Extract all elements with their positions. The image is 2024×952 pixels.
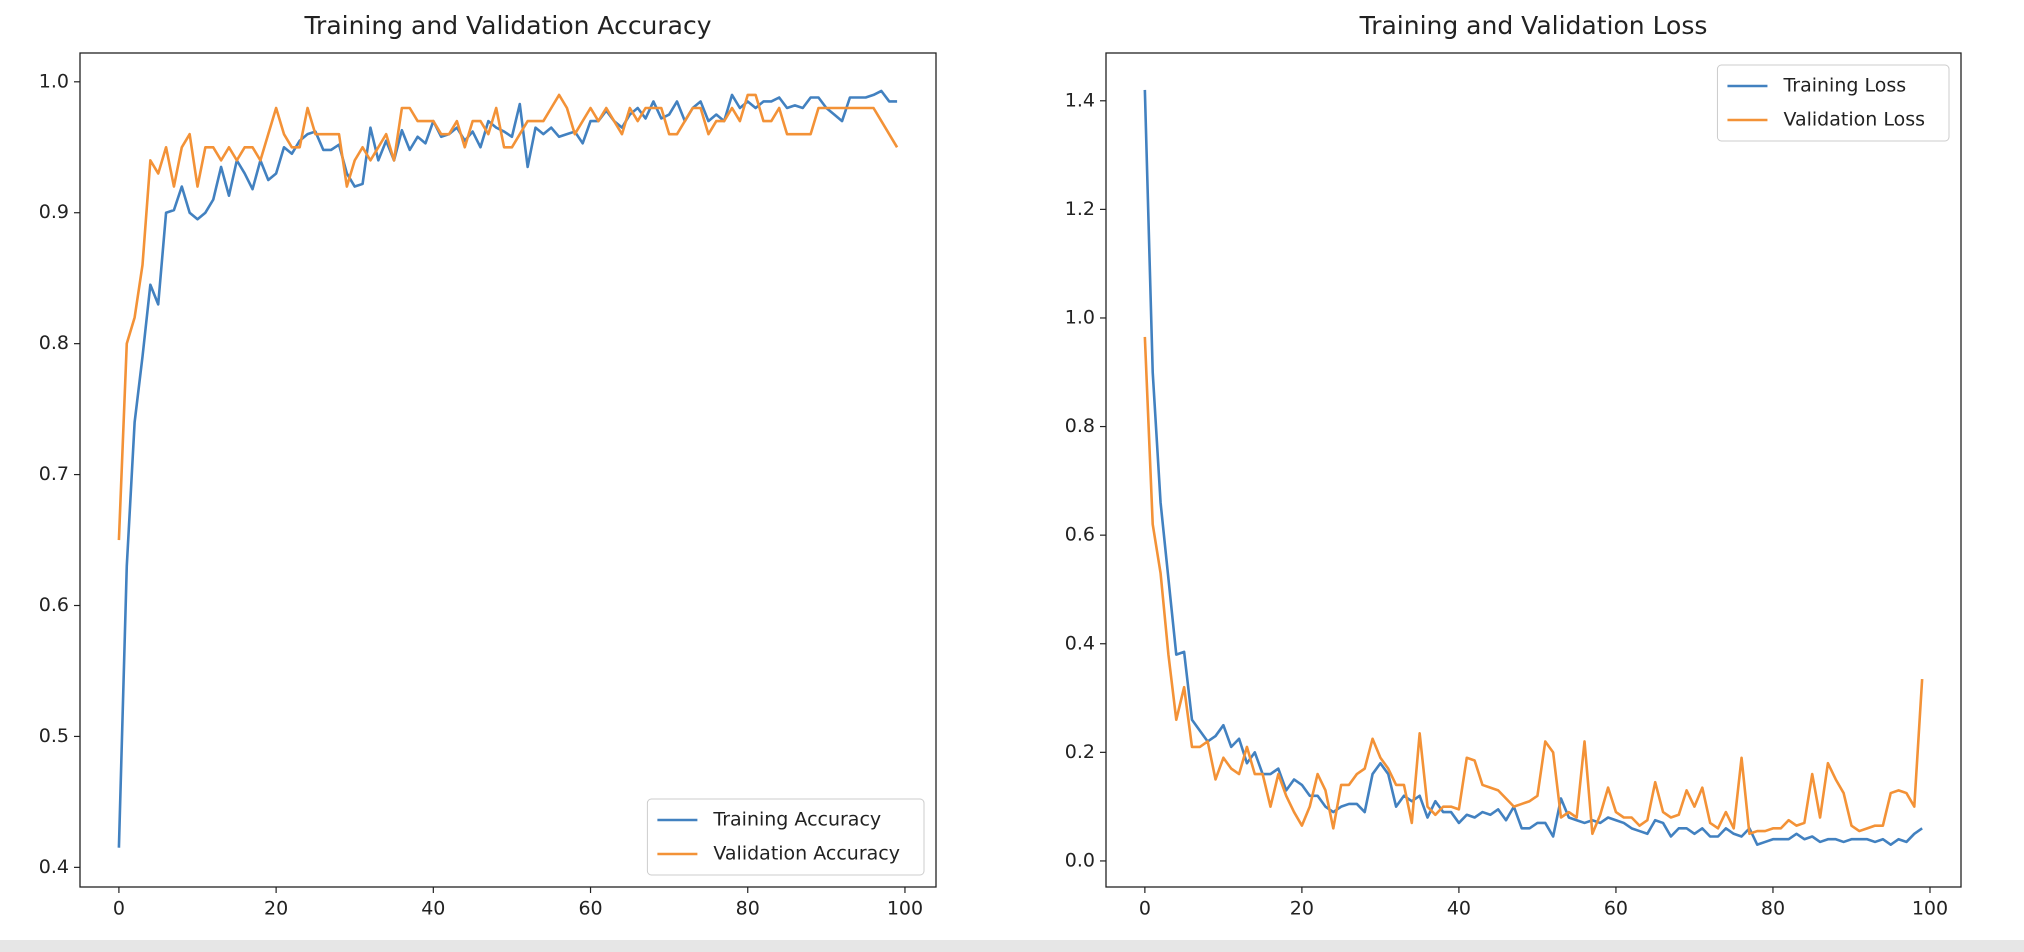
legend: Training Loss Validation Loss [1716, 64, 1950, 142]
legend-frame [1716, 64, 1950, 142]
y-tick-label: 0.9 [39, 201, 69, 223]
x-tick-label: 0 [113, 898, 125, 920]
chart-title: Training and Validation Accuracy [303, 11, 711, 40]
plot-area [1143, 89, 1924, 846]
legend-label: Validation Loss [1783, 109, 1925, 131]
axes-frame [79, 52, 937, 888]
series-line [117, 93, 899, 541]
y-tick-label: 0.8 [39, 332, 69, 354]
y-tick-label: 1.2 [1065, 198, 1095, 220]
legend-label: Training Loss [1782, 75, 1906, 97]
axes-frame [1105, 52, 1962, 888]
series-line [117, 89, 898, 848]
x-tick-label: 60 [578, 898, 602, 920]
plot-area [117, 89, 899, 848]
x-tick-label: 40 [1447, 898, 1471, 920]
bottom-bar [0, 940, 2024, 952]
y-tick-label: 0.7 [39, 463, 69, 485]
y-tick-label: 0.6 [1065, 524, 1095, 546]
y-tick-label: 0.4 [1065, 632, 1095, 654]
chart-title: Training and Validation Loss [1359, 11, 1708, 40]
y-tick-label: 0.4 [39, 856, 69, 878]
legend-frame [646, 798, 925, 876]
legend-label: Training Accuracy [712, 809, 881, 831]
y-tick-label: 0.6 [39, 594, 69, 616]
x-tick-label: 60 [1604, 898, 1628, 920]
x-tick-label: 20 [1290, 898, 1314, 920]
x-tick-label: 40 [421, 898, 445, 920]
y-tick-label: 0.5 [39, 725, 69, 747]
y-tick-label: 1.0 [1065, 306, 1095, 328]
y-tick-label: 1.0 [39, 70, 69, 92]
legend: Training Accuracy Validation Accuracy [646, 798, 925, 876]
y-tick-label: 0.8 [1065, 415, 1095, 437]
x-tick-label: 80 [736, 898, 760, 920]
legend-label: Validation Accuracy [713, 843, 900, 865]
x-tick-label: 100 [887, 898, 923, 920]
x-tick-label: 20 [264, 898, 288, 920]
y-tick-label: 0.2 [1065, 741, 1095, 763]
series-line [1143, 336, 1924, 836]
x-tick-label: 80 [1761, 898, 1785, 920]
x-tick-label: 100 [1912, 898, 1948, 920]
y-tick-label: 1.4 [1065, 89, 1095, 111]
series-line [1143, 89, 1923, 846]
x-tick-label: 0 [1139, 898, 1151, 920]
y-tick-label: 0.0 [1065, 849, 1095, 871]
